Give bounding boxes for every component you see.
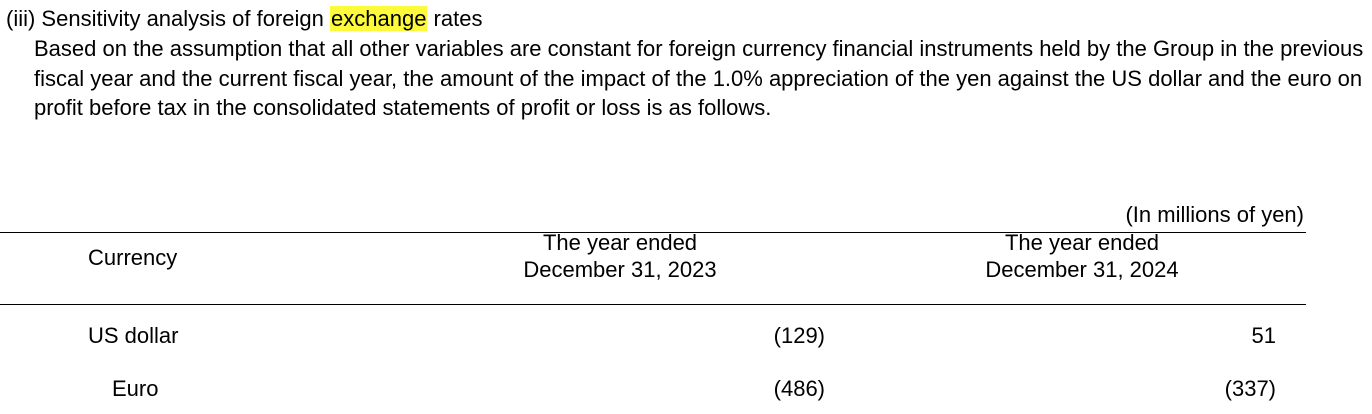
section-heading: (iii) Sensitivity analysis of foreign ex…	[6, 4, 482, 34]
column-header-currency: Currency	[88, 245, 178, 270]
description-paragraph: Based on the assumption that all other v…	[34, 36, 1364, 120]
row-label-us-dollar: US dollar	[88, 323, 179, 348]
cell-us-dollar-2023: (129)	[773, 323, 825, 348]
column-header-2024-line2: December 31, 2024	[985, 257, 1179, 282]
unit-note: (In millions of yen)	[1125, 202, 1304, 227]
column-header-2024-line1: The year ended	[1004, 230, 1160, 255]
column-header-2024: The year ended December 31, 2024	[932, 229, 1232, 283]
table-header-rule	[0, 304, 1306, 305]
cell-us-dollar-2024: 51	[1251, 323, 1276, 348]
cell-euro-2023: (486)	[773, 376, 825, 401]
column-header-2023-line1: The year ended	[542, 230, 698, 255]
table-top-rule	[0, 232, 1306, 233]
row-label-euro: Euro	[112, 376, 159, 401]
column-header-2023: The year ended December 31, 2023	[470, 229, 770, 283]
highlighted-search-term: exchange	[330, 6, 428, 31]
column-header-2023-line2: December 31, 2023	[523, 257, 717, 282]
heading-suffix: rates	[427, 6, 483, 31]
cell-euro-2024: (337)	[1224, 376, 1276, 401]
heading-prefix: (iii) Sensitivity analysis of foreign	[6, 6, 331, 31]
